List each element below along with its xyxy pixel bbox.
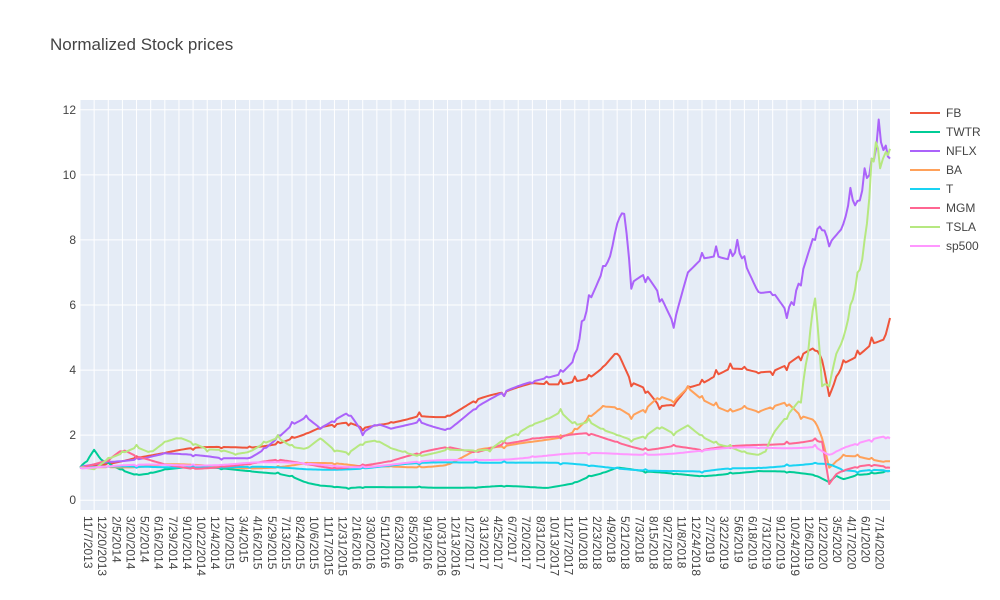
x-tick-label: 8/15/2018: [646, 516, 660, 570]
x-tick-label: 6/7/2017: [505, 516, 519, 563]
x-tick-label: 2/7/2019: [703, 516, 717, 563]
x-tick-label: 4/9/2018: [604, 516, 618, 563]
x-tick-label: 1/27/2017: [463, 516, 477, 570]
x-tick-label: 12/31/2015: [335, 516, 349, 576]
x-tick-label: 6/16/2014: [152, 516, 166, 570]
x-tick-label: 3/30/2016: [364, 516, 378, 570]
x-tick-label: 11/27/2017: [562, 516, 576, 575]
x-tick-label: 5/11/2016: [378, 516, 392, 569]
x-tick-label: 8/31/2017: [533, 516, 547, 570]
x-tick-label: 5/21/2018: [618, 516, 632, 570]
x-tick-label: 12/24/2018: [689, 516, 703, 576]
x-tick-label: 3/5/2020: [830, 516, 844, 563]
legend-label-tsla[interactable]: TSLA: [946, 220, 976, 234]
chart-title: Normalized Stock prices: [50, 35, 233, 54]
x-tick-label: 9/12/2019: [774, 516, 788, 570]
legend-label-twtr[interactable]: TWTR: [946, 125, 981, 139]
x-tick-label: 3/13/2017: [477, 516, 491, 570]
x-tick-label: 12/20/2013: [95, 516, 109, 576]
x-tick-label: 5/29/2015: [265, 516, 279, 570]
series-line-tsla[interactable]: [79, 141, 891, 471]
legend-label-ba[interactable]: BA: [946, 163, 962, 177]
x-tick-label: 11/17/2015: [321, 516, 335, 575]
x-tick-label: 9/19/2016: [420, 516, 434, 570]
x-tick-label: 1/10/2018: [576, 516, 590, 570]
series-line-sp500[interactable]: [79, 435, 891, 470]
x-tick-label: 6/18/2019: [745, 516, 759, 570]
x-tick-label: 8/5/2016: [406, 516, 420, 563]
x-tick-label: 2/16/2016: [350, 516, 364, 570]
x-tick-label: 12/4/2014: [208, 516, 222, 570]
x-tick-label: 7/29/2014: [166, 516, 180, 570]
x-tick-label: 10/13/2017: [547, 516, 561, 576]
x-tick-label: 11/8/2018: [675, 516, 689, 569]
x-tick-label: 5/6/2019: [731, 516, 745, 563]
series-line-fb[interactable]: [79, 317, 891, 469]
x-tick-label: 3/4/2015: [236, 516, 250, 563]
x-axis: 11/7/2013 12/20/2013 2/5/2014 3/20/2014 5/2/…: [81, 516, 887, 576]
x-tick-label: 4/25/2017: [491, 516, 505, 570]
y-tick-label: 10: [63, 168, 77, 182]
x-tick-label: 7/14/2020: [873, 516, 887, 570]
x-tick-label: 6/1/2020: [858, 516, 872, 563]
x-tick-label: 7/3/2018: [632, 516, 646, 563]
legend-label-t[interactable]: T: [946, 182, 954, 196]
x-tick-label: 11/7/2013: [81, 516, 95, 569]
x-tick-label: 4/16/2015: [251, 516, 265, 570]
x-tick-label: 10/31/2016: [434, 516, 448, 576]
x-tick-label: 10/24/2019: [788, 516, 802, 576]
series-line-nflx[interactable]: [79, 118, 891, 469]
x-tick-label: 4/17/2020: [844, 516, 858, 570]
legend-label-mgm[interactable]: MGM: [946, 201, 975, 215]
x-tick-label: 9/27/2018: [661, 516, 675, 570]
grid-layer: [79, 100, 890, 510]
y-tick-label: 8: [69, 233, 76, 247]
x-tick-label: 7/13/2015: [279, 516, 293, 570]
x-tick-label: 7/31/2019: [760, 516, 774, 570]
x-tick-label: 6/23/2016: [392, 516, 406, 570]
y-tick-label: 0: [69, 493, 76, 507]
y-tick-label: 12: [63, 103, 77, 117]
x-tick-label: 3/22/2019: [717, 516, 731, 570]
x-tick-label: 9/10/2014: [180, 516, 194, 570]
x-tick-label: 8/24/2015: [293, 516, 307, 570]
y-tick-label: 2: [69, 428, 76, 442]
x-tick-label: 2/5/2014: [109, 516, 123, 563]
y-tick-label: 4: [69, 363, 76, 377]
x-tick-label: 10/6/2015: [307, 516, 321, 570]
x-tick-label: 1/22/2020: [816, 516, 830, 570]
legend-label-sp500[interactable]: sp500: [946, 239, 979, 253]
legend-label-fb[interactable]: FB: [946, 106, 961, 120]
x-tick-label: 3/20/2014: [123, 516, 137, 570]
x-tick-label: 5/2/2014: [138, 516, 152, 563]
series-line-ba[interactable]: [79, 385, 890, 470]
x-tick-label: 10/22/2014: [194, 516, 208, 576]
x-tick-label: 2/23/2018: [590, 516, 604, 570]
x-tick-label: 12/6/2019: [802, 516, 816, 570]
x-tick-label: 1/20/2015: [222, 516, 236, 570]
legend: FB TWTR NFLX BA T MGM TSLA sp500: [910, 106, 981, 253]
series-layer: [79, 118, 891, 490]
y-tick-label: 6: [69, 298, 76, 312]
x-tick-label: 7/20/2017: [519, 516, 533, 570]
legend-label-nflx[interactable]: NFLX: [946, 144, 977, 158]
x-tick-label: 12/13/2016: [449, 516, 463, 576]
y-axis: 0 2 4 6 8 10 12: [63, 103, 77, 507]
